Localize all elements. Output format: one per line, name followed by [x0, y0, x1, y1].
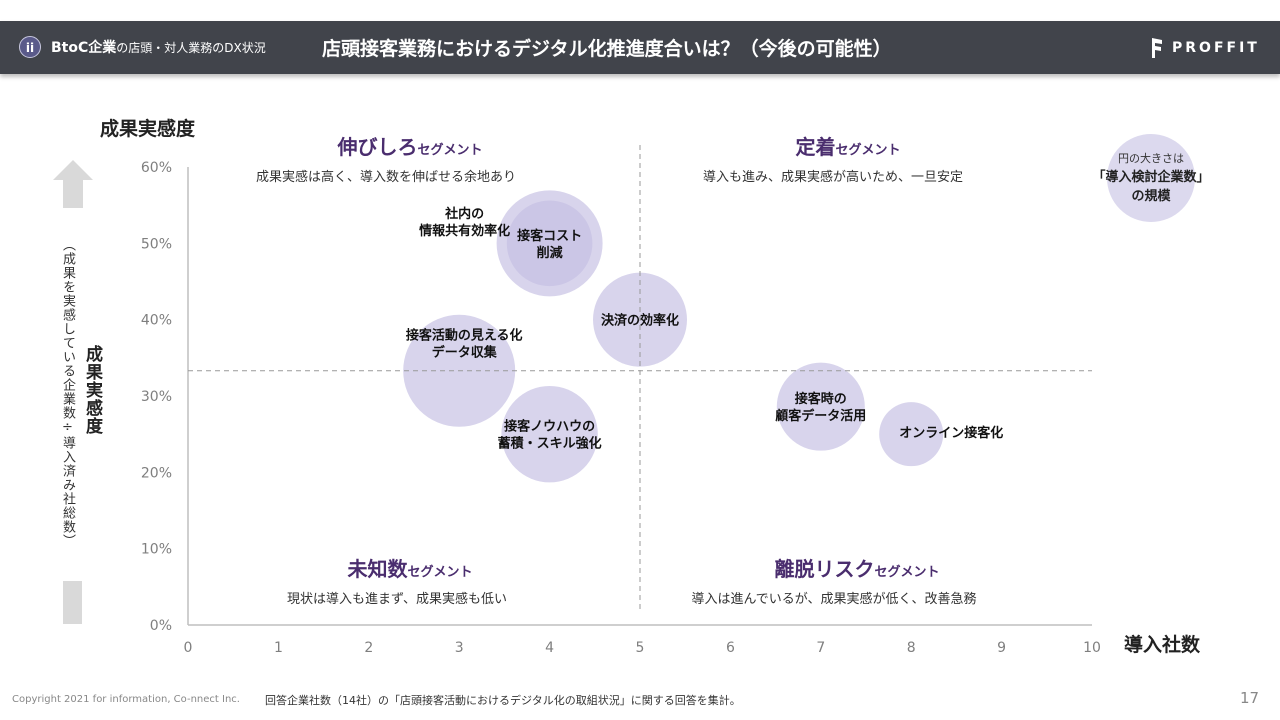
y-axis-subtitle: （成果を実感している企業数÷導入済み社総数） [60, 238, 75, 548]
bubble-label: 情報共有効率化 [419, 223, 510, 239]
y-axis-title: 成果実感度 [82, 345, 102, 435]
x-tick-label: 3 [455, 640, 464, 656]
x-tick-label: 9 [997, 640, 1006, 656]
segment-name: 伸びしろ [337, 135, 418, 159]
y-tick-label: 0% [150, 618, 172, 634]
segment-name: 離脱リスク [774, 557, 875, 581]
legend-line-3: の規模 [1131, 189, 1171, 204]
bubble-label: 接客時の [795, 391, 847, 407]
x-tick-label: 5 [636, 640, 645, 656]
segment-suffix: セグメント [835, 143, 901, 158]
y-tick-label: 50% [141, 236, 172, 252]
slide-header: ii BtoC企業の店頭・対人業務のDX状況 店頭接客業務におけるデジタル化推進… [0, 21, 1280, 74]
segment-desc-stable: 導入も進み、成果実感が高いため、一旦安定 [702, 170, 964, 185]
segment-suffix: セグメント [417, 143, 483, 158]
x-tick-label: 7 [816, 640, 825, 656]
y-axis-title-top: 成果実感度 [100, 118, 196, 140]
bar-low-icon [63, 581, 82, 624]
x-tick-label: 2 [364, 640, 373, 656]
segment-title-unknown: 未知数セグメント [347, 553, 472, 582]
segment-title-growth: 伸びしろセグメント [337, 131, 482, 160]
legend-text: 円の大きさは 「導入検討企業数」 の規模 [1092, 150, 1209, 204]
section-label-rest: の店頭・対人業務のDX状況 [116, 41, 266, 55]
bubble-label: 蓄積・スキル強化 [498, 436, 602, 452]
arrow-up-icon [53, 160, 93, 208]
bubble-label: 顧客データ活用 [775, 408, 866, 424]
y-tick-label: 10% [141, 542, 172, 558]
segment-title-stable: 定着セグメント [795, 131, 900, 160]
bubble-1 [506, 200, 593, 287]
bubble-label: 決済の効率化 [601, 313, 679, 329]
copyright: Copyright 2021 for information, Co-nnect… [12, 694, 240, 705]
bubble-6 [879, 402, 944, 467]
x-axis-title: 導入社数 [1124, 634, 1201, 656]
bubble-4 [501, 385, 598, 483]
section-label-bold: BtoC企業 [51, 40, 117, 56]
bubble-label: オンライン接客化 [899, 425, 1003, 441]
y-tick-label: 40% [141, 313, 172, 329]
segment-desc-unknown: 現状は導入も進まず、成果実感も低い [286, 592, 508, 607]
bubble-label: 社内の [444, 206, 484, 222]
legend-bubble [1107, 134, 1195, 222]
segment-title-churn-risk: 離脱リスクセグメント [774, 553, 939, 582]
segment-name: 未知数 [347, 557, 408, 581]
proffit-logo: PROFFIT [1150, 36, 1260, 60]
y-tick-label: 60% [141, 160, 172, 176]
x-tick-label: 10 [1083, 640, 1101, 656]
slide-title: 店頭接客業務におけるデジタル化推進度合いは？（今後の可能性） [322, 38, 892, 60]
section-label: BtoC企業の店頭・対人業務のDX状況 [51, 37, 266, 57]
page-number: 17 [1240, 689, 1260, 707]
segment-suffix: セグメント [874, 565, 940, 580]
segment-desc-churn-risk: 導入は進んでいるが、成果実感が低く、改善急務 [691, 592, 977, 607]
proffit-logo-icon [1152, 38, 1162, 58]
bubble-label: 接客活動の見える化 [406, 327, 523, 343]
footnote: 回答企業社数（14社）の「店頭接客活動におけるデジタル化の取組状況」に関する回答… [265, 694, 741, 707]
segment-suffix: セグメント [407, 565, 473, 580]
bubble-label: データ収集 [432, 344, 498, 360]
bubble-label: 接客ノウハウの [504, 419, 595, 435]
bubble-5 [776, 362, 865, 451]
section-badge: ii [19, 36, 41, 58]
segment-desc-growth: 成果実感は高く、導入数を伸ばせる余地あり [255, 170, 517, 185]
x-tick-label: 8 [907, 640, 916, 656]
bubble-label: 接客コスト [517, 228, 582, 244]
x-tick-label: 4 [545, 640, 554, 656]
bubble-label: 削減 [537, 245, 563, 261]
segment-name: 定着 [795, 135, 836, 159]
y-tick-label: 20% [141, 465, 172, 481]
logo-text: PROFFIT [1172, 40, 1260, 56]
y-tick-label: 30% [141, 389, 172, 405]
x-tick-label: 1 [274, 640, 283, 656]
x-tick-label: 0 [184, 640, 193, 656]
legend-line-1: 円の大きさは [1117, 152, 1184, 165]
legend-line-2: 「導入検討企業数」 [1092, 170, 1210, 185]
x-tick-label: 6 [726, 640, 735, 656]
